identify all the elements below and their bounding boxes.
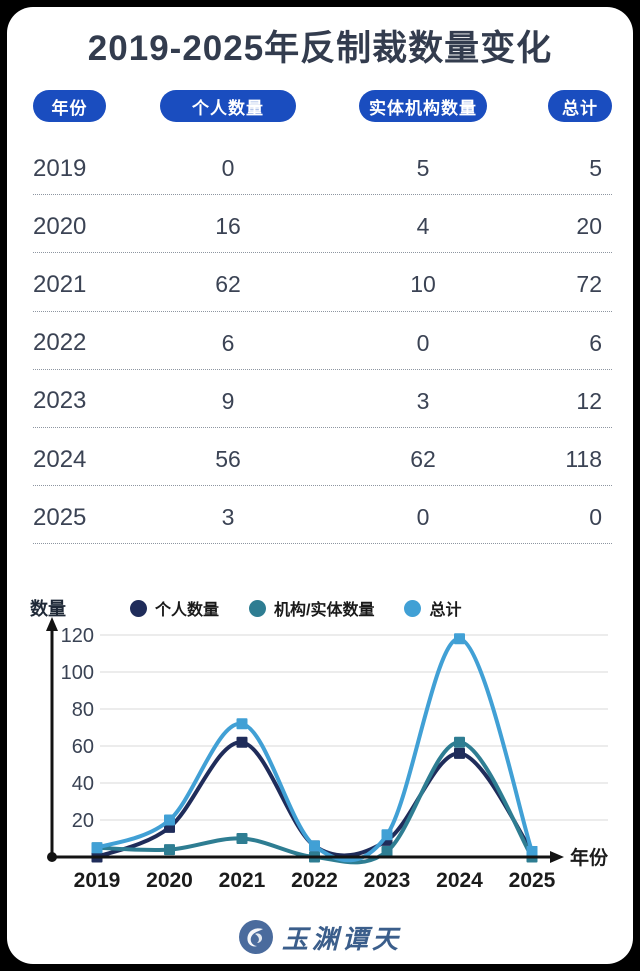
x-tick-label: 2024	[436, 869, 483, 892]
header-cell-entity: 实体机构数量	[323, 90, 523, 122]
table-row: 2024 56 62 118	[33, 428, 612, 487]
data-point	[236, 833, 248, 844]
row-value: 3	[416, 387, 430, 414]
x-tick-label: 2025	[509, 869, 556, 892]
row-value: 9	[221, 387, 235, 414]
row-value: 6	[221, 329, 235, 356]
row-value: 5	[589, 155, 602, 182]
data-point	[454, 736, 465, 748]
y-axis-title: 数量	[30, 599, 66, 619]
series-line-0	[95, 740, 534, 859]
data-table: 2019 0 5 5 2020 16 4 20 2021 62 10 72 2022 6 0 6 2023 9 3 1…	[33, 137, 612, 545]
x-tick-label: 2021	[219, 869, 266, 892]
chart-legend: 个人数量 机构/实体数量 总计	[130, 596, 461, 620]
row-value: 0	[416, 329, 430, 356]
header-cell-year: 年份	[33, 90, 133, 122]
legend-dot-total-icon	[404, 599, 422, 617]
row-value: 4	[416, 213, 430, 240]
legend-label: 个人数量	[155, 602, 220, 619]
data-point	[91, 842, 103, 854]
row-value: 5	[416, 155, 430, 182]
row-value: 10	[410, 271, 436, 298]
row-year: 2025	[33, 503, 87, 531]
row-value: 20	[576, 213, 602, 240]
row-value: 12	[576, 387, 602, 414]
logo-text: 玉渊谭天	[281, 924, 402, 955]
row-value: 0	[416, 504, 430, 531]
table-row: 2019 0 5 5	[33, 137, 612, 196]
x-tick-label: 2023	[364, 869, 411, 892]
data-point	[526, 845, 538, 857]
y-tick-label: 40	[72, 773, 94, 795]
data-point	[164, 844, 175, 856]
legend-label: 总计	[429, 602, 462, 619]
x-tick-label: 2020	[146, 869, 193, 892]
chart-legend-row: 数量 个人数量 机构/实体数量 总计	[30, 595, 630, 621]
table-row: 2021 62 10 72	[33, 253, 612, 312]
data-point	[454, 633, 465, 645]
line-chart: 20 40 60 80 100 120 2019 2020 2021 2022 2023 2024 20…	[46, 617, 609, 892]
x-axis-arrow-icon	[550, 851, 564, 863]
origin-dot	[47, 852, 57, 862]
header-pill-individual: 个人数量	[160, 90, 296, 122]
row-value: 56	[215, 446, 241, 473]
y-tick-label: 120	[61, 625, 94, 647]
page-title: 2019-2025年反制裁数量变化	[87, 29, 553, 68]
x-tick-label: 2019	[74, 869, 121, 892]
row-value: 62	[410, 446, 436, 473]
table-row: 2022 6 0 6	[33, 312, 612, 370]
x-tick-label: 2022	[291, 869, 338, 892]
data-point	[454, 747, 465, 759]
legend-item-individual: 个人数量	[130, 596, 219, 620]
table-header-row: 年份 个人数量 实体机构数量 总计	[33, 90, 612, 122]
y-axis-arrow-icon	[46, 617, 58, 631]
row-year: 2022	[33, 329, 87, 357]
legend-item-total: 总计	[404, 596, 461, 620]
header-cell-total: 总计	[523, 90, 612, 122]
header-pill-total: 总计	[548, 90, 612, 122]
row-year: 2019	[33, 154, 87, 182]
legend-dot-entity-icon	[249, 599, 267, 617]
row-value: 62	[215, 271, 241, 298]
row-value: 0	[589, 504, 602, 531]
y-tick-label: 100	[61, 662, 94, 684]
x-axis-title: 年份	[570, 846, 609, 869]
row-year: 2023	[33, 387, 87, 415]
legend-item-entity: 机构/实体数量	[249, 596, 374, 620]
data-point	[381, 829, 393, 841]
data-point	[236, 736, 248, 748]
data-point	[164, 814, 175, 826]
row-value: 6	[589, 329, 602, 356]
header-cell-individual: 个人数量	[133, 90, 323, 122]
wave-logo-icon	[238, 920, 273, 954]
data-point	[309, 840, 320, 852]
row-value: 0	[221, 155, 235, 182]
row-value: 118	[565, 446, 602, 473]
data-point	[236, 718, 248, 730]
header-pill-year: 年份	[33, 90, 106, 122]
data-point	[381, 845, 393, 857]
row-year: 2024	[33, 445, 87, 473]
y-tick-label: 20	[72, 810, 94, 832]
row-year: 2020	[33, 212, 87, 240]
row-value: 72	[576, 271, 602, 298]
y-tick-label: 60	[72, 736, 94, 758]
y-tick-label: 80	[72, 699, 94, 721]
table-row: 2023 9 3 12	[33, 370, 612, 428]
legend-dot-individual-icon	[130, 599, 147, 617]
row-year: 2021	[33, 270, 87, 298]
table-row: 2020 16 4 20	[33, 195, 612, 254]
header-pill-entity: 实体机构数量	[359, 90, 487, 122]
footer-logo: 玉渊谭天	[0, 916, 640, 958]
legend-label: 机构/实体数量	[274, 602, 375, 619]
row-value: 16	[215, 213, 241, 240]
row-value: 3	[221, 504, 235, 531]
table-row: 2025 3 0 0	[33, 486, 612, 545]
